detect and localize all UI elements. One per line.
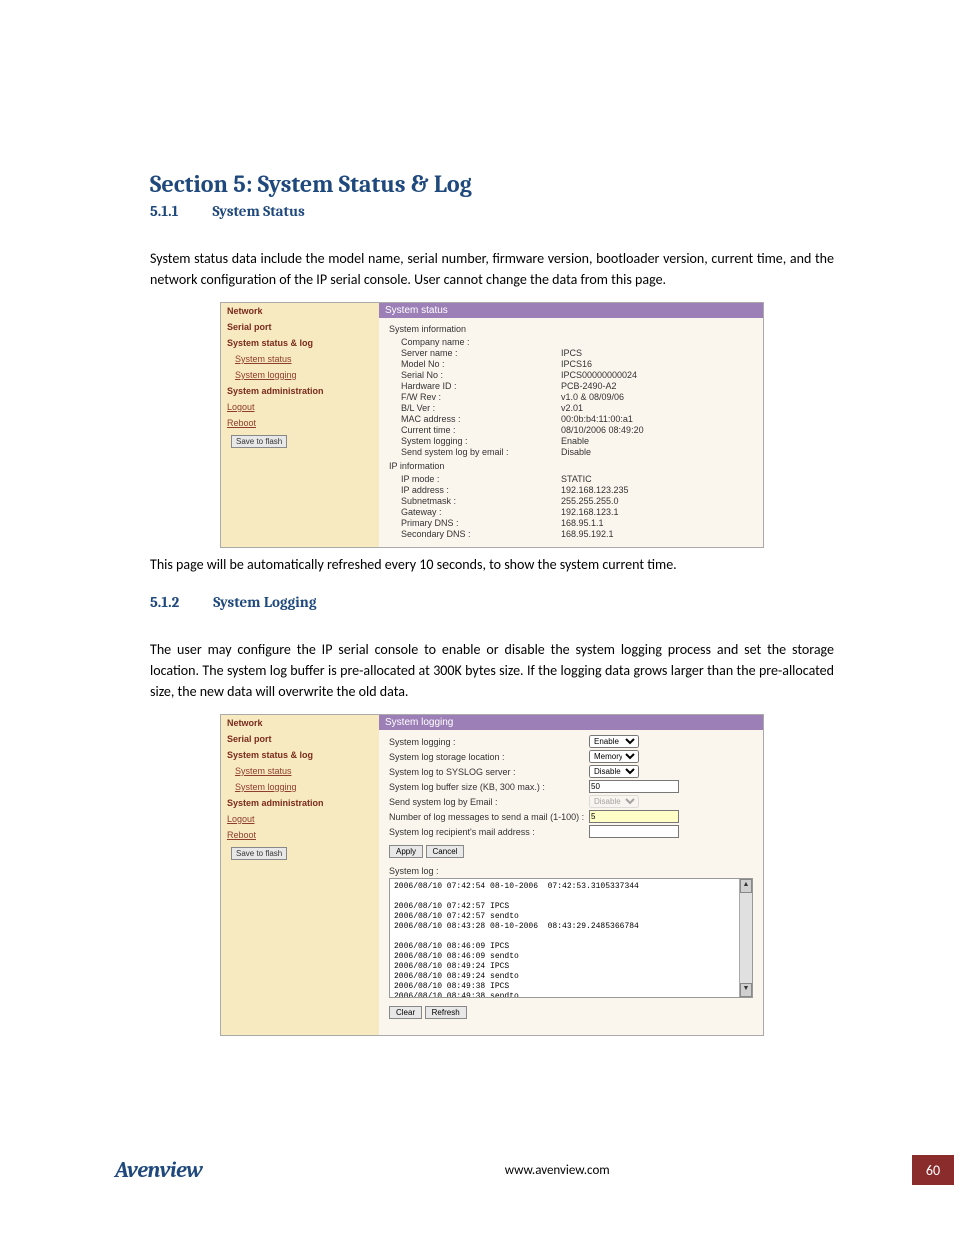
subsection-1-title: System Status <box>212 202 304 220</box>
save-to-flash-button[interactable]: Save to flash <box>231 847 287 860</box>
clear-button[interactable]: Clear <box>389 1006 422 1019</box>
syslog-server-label: System log to SYSLOG server : <box>389 767 589 777</box>
sysinfo-key: Model No : <box>401 358 561 369</box>
ipinfo-heading: IP information <box>389 461 753 471</box>
subsection-2-number: 5.1.2 <box>150 593 179 611</box>
apply-button[interactable]: Apply <box>389 845 423 858</box>
sysinfo-val: 00:0b:b4:11:00:a1 <box>561 413 753 424</box>
buffer-size-label: System log buffer size (KB, 300 max.) : <box>389 782 589 792</box>
recipient-mail-input[interactable] <box>589 825 679 838</box>
nav-system-status-log[interactable]: System status & log <box>221 747 379 763</box>
sysinfo-val: IPCS <box>561 347 753 358</box>
subsection-1-number: 5.1.1 <box>150 202 178 220</box>
nav-sidebar: Network Serial port System status & log … <box>221 303 379 547</box>
subsection-2-title: System Logging <box>213 593 316 611</box>
cancel-button[interactable]: Cancel <box>426 845 465 858</box>
nav-network[interactable]: Network <box>221 715 379 731</box>
sysinfo-val: IPCS00000000024 <box>561 369 753 380</box>
sysinfo-key: B/L Ver : <box>401 402 561 413</box>
nav-system-admin[interactable]: System administration <box>221 383 379 399</box>
sysinfo-val <box>561 336 753 347</box>
sysinfo-key: Current time : <box>401 424 561 435</box>
nav-sidebar: Network Serial port System status & log … <box>221 715 379 1035</box>
paragraph-3: The user may configure the IP serial con… <box>150 639 834 702</box>
sysinfo-val: Enable <box>561 435 753 446</box>
ipinfo-val: 168.95.192.1 <box>561 528 753 539</box>
scrollbar[interactable]: ▲ ▼ <box>739 879 752 997</box>
nav-system-status-log[interactable]: System status & log <box>221 335 379 351</box>
ipinfo-key: Secondary DNS : <box>401 528 561 539</box>
system-status-panel: Network Serial port System status & log … <box>220 302 764 548</box>
system-logging-panel: Network Serial port System status & log … <box>220 714 764 1036</box>
send-email-select[interactable]: Disable <box>589 795 639 808</box>
ipinfo-val: 192.168.123.1 <box>561 506 753 517</box>
nav-logout[interactable]: Logout <box>221 811 379 827</box>
nav-network[interactable]: Network <box>221 303 379 319</box>
nav-system-status[interactable]: System status <box>221 763 379 779</box>
sysinfo-val: Disable <box>561 446 753 457</box>
nav-system-logging[interactable]: System logging <box>221 779 379 795</box>
ipinfo-key: Subnetmask : <box>401 495 561 506</box>
nav-system-admin[interactable]: System administration <box>221 795 379 811</box>
buffer-size-input[interactable] <box>589 780 679 793</box>
sysinfo-key: Company name : <box>401 336 561 347</box>
send-email-label: Send system log by Email : <box>389 797 589 807</box>
storage-location-label: System log storage location : <box>389 752 589 762</box>
brand-logo: Avenview <box>115 1157 202 1183</box>
sysinfo-key: F/W Rev : <box>401 391 561 402</box>
ipinfo-key: Primary DNS : <box>401 517 561 528</box>
nav-serial-port[interactable]: Serial port <box>221 319 379 335</box>
sysinfo-val: v1.0 & 08/09/06 <box>561 391 753 402</box>
ipinfo-key: IP mode : <box>401 473 561 484</box>
page-number: 60 <box>912 1155 954 1185</box>
system-logging-select[interactable]: Enable <box>589 735 639 748</box>
sysinfo-key: Send system log by email : <box>401 446 561 457</box>
storage-location-select[interactable]: Memory <box>589 750 639 763</box>
num-messages-label: Number of log messages to send a mail (1… <box>389 812 589 822</box>
syslog-server-select[interactable]: Disable <box>589 765 639 778</box>
ipinfo-val: 168.95.1.1 <box>561 517 753 528</box>
content-header-logging: System logging <box>379 715 763 730</box>
save-to-flash-button[interactable]: Save to flash <box>231 435 287 448</box>
paragraph-1: System status data include the model nam… <box>150 248 834 290</box>
sysinfo-val: v2.01 <box>561 402 753 413</box>
paragraph-2: This page will be automatically refreshe… <box>150 554 834 575</box>
sysinfo-key: Hardware ID : <box>401 380 561 391</box>
sysinfo-heading: System information <box>389 324 753 334</box>
sysinfo-table: Company name : Server name :IPCS Model N… <box>389 336 753 457</box>
scroll-down-icon[interactable]: ▼ <box>740 983 752 997</box>
ipinfo-key: IP address : <box>401 484 561 495</box>
refresh-button[interactable]: Refresh <box>425 1006 467 1019</box>
sysinfo-key: Server name : <box>401 347 561 358</box>
sysinfo-val: 08/10/2006 08:49:20 <box>561 424 753 435</box>
section-title: Section 5: System Status & Log <box>150 170 834 198</box>
sysinfo-val: PCB-2490-A2 <box>561 380 753 391</box>
system-log-textarea[interactable]: 2006/08/10 07:42:54 08-10-2006 07:42:53.… <box>389 878 753 998</box>
ipinfo-val: STATIC <box>561 473 753 484</box>
nav-reboot[interactable]: Reboot <box>221 415 379 431</box>
ipinfo-val: 255.255.255.0 <box>561 495 753 506</box>
system-log-label: System log : <box>389 866 753 876</box>
sysinfo-val: IPCS16 <box>561 358 753 369</box>
nav-logout[interactable]: Logout <box>221 399 379 415</box>
nav-system-status[interactable]: System status <box>221 351 379 367</box>
footer-url: www.avenview.com <box>505 1163 610 1178</box>
content-header-status: System status <box>379 303 763 318</box>
ipinfo-table: IP mode :STATIC IP address :192.168.123.… <box>389 473 753 539</box>
logging-label: System logging : <box>389 737 589 747</box>
scroll-up-icon[interactable]: ▲ <box>740 879 752 893</box>
sysinfo-key: System logging : <box>401 435 561 446</box>
nav-system-logging[interactable]: System logging <box>221 367 379 383</box>
recipient-mail-label: System log recipient's mail address : <box>389 827 589 837</box>
ipinfo-val: 192.168.123.235 <box>561 484 753 495</box>
num-messages-input[interactable] <box>589 810 679 823</box>
nav-reboot[interactable]: Reboot <box>221 827 379 843</box>
ipinfo-key: Gateway : <box>401 506 561 517</box>
sysinfo-key: MAC address : <box>401 413 561 424</box>
nav-serial-port[interactable]: Serial port <box>221 731 379 747</box>
sysinfo-key: Serial No : <box>401 369 561 380</box>
